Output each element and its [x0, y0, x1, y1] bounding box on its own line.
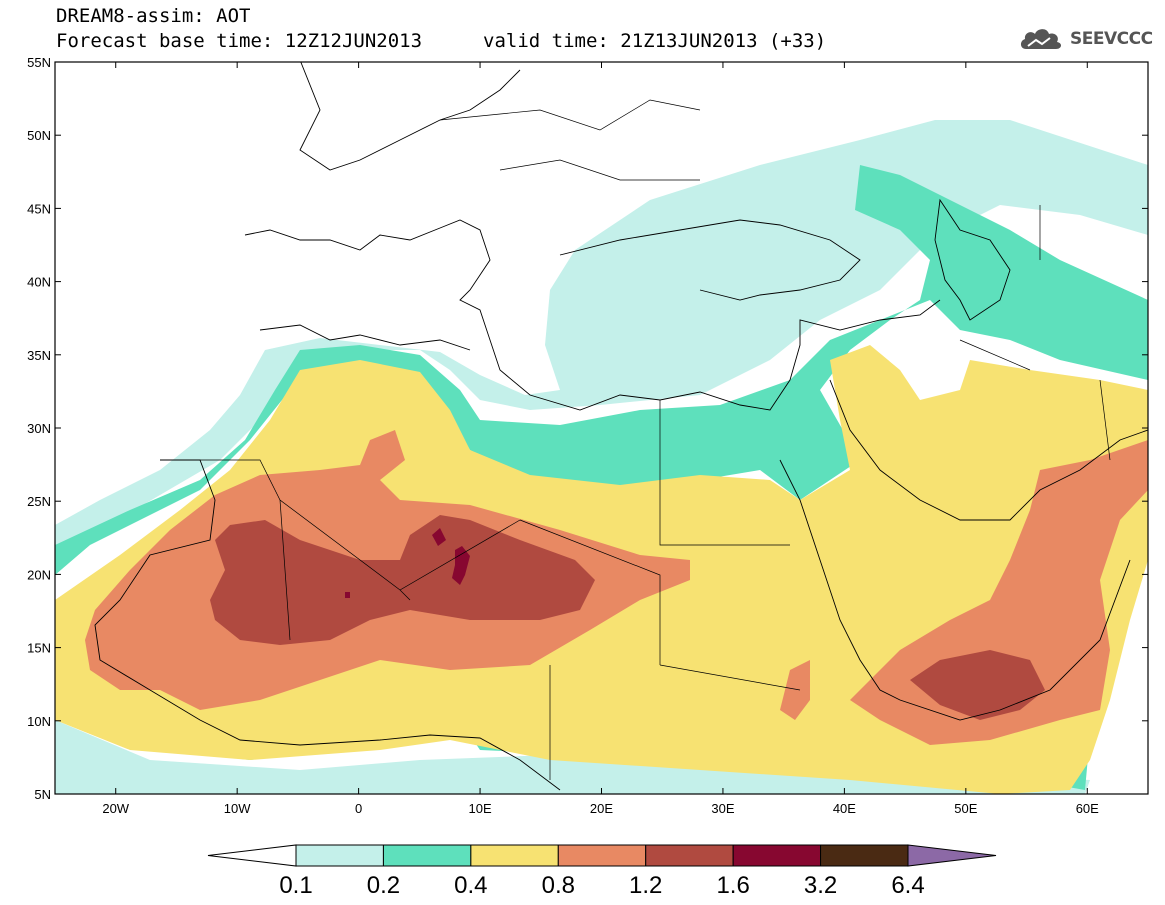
borders [200, 99, 1111, 780]
colorbar-segment [382, 844, 472, 867]
colorbar-label: 1.2 [629, 872, 662, 899]
colorbar-label: 0.2 [367, 872, 400, 899]
colorbar-label: 3.2 [804, 872, 837, 899]
colorbar-labels: 0.1 0.2 0.4 0.8 1.2 1.6 3.2 6.4 [279, 872, 924, 899]
lat-label: 10N [27, 714, 51, 729]
cloud-icon [1020, 29, 1062, 49]
lat-label: 5N [34, 787, 51, 802]
colorbar-label: 0.1 [279, 872, 312, 899]
brand-name: SEEVCCC [1070, 29, 1153, 49]
aot-band-1.2-east [910, 650, 1045, 720]
lon-label: 50E [954, 801, 977, 816]
colorbar-segment [295, 844, 384, 867]
aot-band-1.2 [210, 515, 595, 645]
lat-label: 15N [27, 641, 51, 656]
lon-label: 60E [1076, 801, 1099, 816]
colorbar-over-triangle [907, 844, 997, 867]
lon-label: 20W [102, 801, 129, 816]
lat-label: 30N [27, 421, 51, 436]
colorbar-segment [557, 844, 647, 867]
lon-label: 30E [711, 801, 734, 816]
colorbar-segment [820, 844, 909, 867]
colorbar-label: 6.4 [891, 872, 924, 899]
lon-label: 0 [355, 801, 362, 816]
chart-title: DREAM8-assim: AOT [56, 5, 251, 27]
colorbar-segment [732, 844, 822, 867]
lat-label: 25N [27, 494, 51, 509]
colorbar-segment [470, 844, 559, 867]
colorbar [207, 844, 997, 867]
latitude-labels: 55N 50N 45N 40N 35N 30N 25N 20N 15N 10N 5N [27, 55, 51, 802]
lat-label: 55N [27, 55, 51, 70]
colorbar-label: 0.8 [542, 872, 575, 899]
lat-label: 50N [27, 128, 51, 143]
aot-band-0.8-east [850, 440, 1148, 745]
lat-label: 35N [27, 348, 51, 363]
aot-band-0.8-sudan [780, 660, 810, 720]
lon-label: 10W [224, 801, 251, 816]
lat-label: 45N [27, 201, 51, 216]
colorbar-under-triangle [207, 844, 297, 867]
valid-time: valid time: 21Z13JUN2013 (+33) [483, 30, 827, 52]
tick-marks [55, 61, 1148, 795]
longitude-labels: 20W 10W 0 10E 20E 30E 40E 50E 60E [102, 801, 1099, 816]
lat-label: 20N [27, 567, 51, 582]
lon-label: 10E [468, 801, 491, 816]
coastlines [94, 62, 1148, 791]
lon-label: 40E [833, 801, 856, 816]
aot-band-0.1 [55, 120, 1148, 560]
colorbar-label: 0.4 [454, 872, 487, 899]
forecast-base-time: Forecast base time: 12Z12JUN2013 [56, 30, 423, 52]
seevccc-logo: SEEVCCC [1018, 22, 1153, 56]
colorbar-segment [645, 844, 734, 867]
lon-label: 20E [590, 801, 613, 816]
colorbar-label: 1.6 [716, 872, 749, 899]
lat-label: 40N [27, 275, 51, 290]
